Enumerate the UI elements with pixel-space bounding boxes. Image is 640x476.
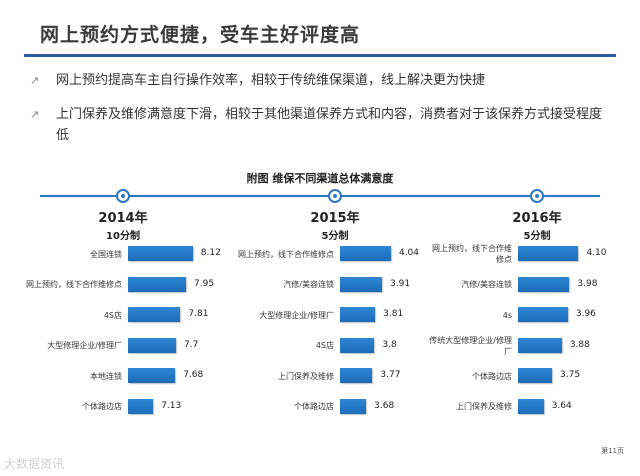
chart-row: 汽修/美容连锁 [238,269,334,301]
arrow-bullet-icon: ↗ [30,74,40,87]
chart-bar [518,307,568,322]
chart-row: 大型修理企业/修理厂 [238,299,334,331]
chart-bar [340,307,376,322]
timeline-node-icon [116,189,130,203]
bar-value-label: 7.95 [194,278,215,289]
chart-bar [128,337,176,353]
bar-category-label: 上门保养及维修 [456,402,512,411]
arrow-bullet-icon: ↗ [30,108,40,121]
bullet-text: 网上预约提高车主自行操作效率，相较于传统维保渠道，线上解决更为快捷 [56,73,486,88]
bar-category-label: 4S店 [315,341,334,350]
chart-bar [128,307,181,322]
bar-category-label: 4S店 [103,310,122,320]
bar-value-label: 3.64 [551,400,572,411]
bar-category-label: 汽修/美容连锁 [283,280,334,289]
bar-value-label: 7.13 [161,400,182,411]
figure-title: 附图 维保不同渠道总体满意度 [246,172,394,185]
timeline-node-icon [328,189,342,203]
bar-category-label: 网上预约，线下合作维修点 [238,249,334,259]
bar-value-label: 7.68 [183,370,204,380]
chart-row: 本地连锁 [12,360,122,392]
bar-value-label: 4.10 [586,248,607,258]
bullet-item: ↗ 网上预约提高车主自行操作效率，相较于传统维保渠道，线上解决更为快捷 [30,70,610,91]
bullet-item: ↗ 上门保养及维修满意度下滑，相较于其他渠道保养方式和内容，消费者对于该保养方式… [30,104,610,146]
chart-bar [518,276,570,292]
bar-value-label: 3.91 [390,278,411,289]
chart-bar [518,398,544,414]
chart-row: 大型修理企业/修理厂 [12,330,122,362]
chart-scale-label: 5分制 [523,231,551,242]
chart-bar [128,246,193,261]
chart-bar [518,337,562,353]
chart-row: 4S店 [238,330,334,362]
slide-title: 网上预约方式便捷，受车主好评度高 [40,24,361,46]
bar-value-label: 4.04 [398,248,420,258]
chart-bar [128,368,176,383]
bar-category-label: 个体路边店 [82,402,122,411]
timeline-node-icon [530,189,544,203]
bar-category-label: 大型修理企业/修理厂 [259,310,334,320]
chart-row: 4S店 [12,299,122,331]
bar-value-label: 3.88 [569,339,590,350]
chart-row: 4s [428,299,512,331]
bar-value-label: 7.7 [184,339,199,350]
timeline-line [40,195,600,197]
bar-category-label: 个体路边店 [294,402,334,411]
chart-row: 汽修/美容连锁 [428,269,512,301]
bar-value-label: 7.81 [188,309,209,319]
watermark-text: 大数据资讯 [4,457,65,471]
bar-value-label: 3.68 [374,400,395,411]
chart-bar [340,398,367,414]
chart-bar [518,246,579,261]
page-number: 第11页 [601,447,624,455]
chart-row: 网上预约，线下合作维修点 [428,238,512,270]
bar-category-label: 全国连锁 [90,249,122,259]
bar-category-label: 上门保养及维修 [278,371,334,381]
chart-row: 上门保养及维修 [238,360,334,392]
chart-bar [340,246,391,261]
chart-row: 全国连锁 [12,238,122,270]
bar-category-label: 汽修/美容连锁 [461,280,512,289]
chart-row: 网上预约，线下合作维修点 [238,238,334,270]
bar-category-label: 网上预约，线下合作维修点 [432,244,512,264]
chart-row: 个体路边店 [12,391,122,423]
bar-category-label: 大型修理企业/修理厂 [47,341,122,350]
chart-bar [518,368,552,383]
chart-row: 个体路边店 [238,391,334,423]
bar-category-label: 传统大型修理企业/修理厂 [429,335,512,356]
chart-scale-label: 10分制 [106,231,140,242]
chart-bar [340,276,383,292]
bar-value-label: 3.77 [380,370,401,380]
bar-value-label: 3.75 [560,370,581,380]
chart-bar [340,337,375,353]
chart-bar [340,368,373,383]
title-underline [24,54,616,57]
bar-value-label: 3.8 [382,339,397,350]
chart-year-label: 2014年 [98,211,148,226]
bar-value-label: 3.98 [577,278,598,289]
chart-row: 传统大型修理企业/修理厂 [428,330,512,362]
bar-value-label: 8.12 [200,248,221,258]
bar-category-label: 本地连锁 [90,371,122,381]
chart-bar [128,276,186,292]
bar-category-label: 4s [502,310,512,320]
chart-bar [128,398,154,414]
chart-row: 个体路边店 [428,360,512,392]
bullet-text: 上门保养及维修满意度下滑，相较于其他渠道保养方式和内容，消费者对于该保养方式接受… [56,107,603,143]
chart-row: 网上预约，线下合作维修点 [12,269,122,301]
chart-year-label: 2015年 [310,211,360,226]
chart-scale-label: 5分制 [321,231,349,242]
bar-category-label: 个体路边店 [472,371,512,381]
bar-value-label: 3.81 [383,309,404,319]
chart-year-label: 2016年 [512,211,562,226]
bar-value-label: 3.96 [575,309,596,319]
chart-row: 上门保养及维修 [428,391,512,423]
bar-category-label: 网上预约，线下合作维修点 [26,280,122,289]
